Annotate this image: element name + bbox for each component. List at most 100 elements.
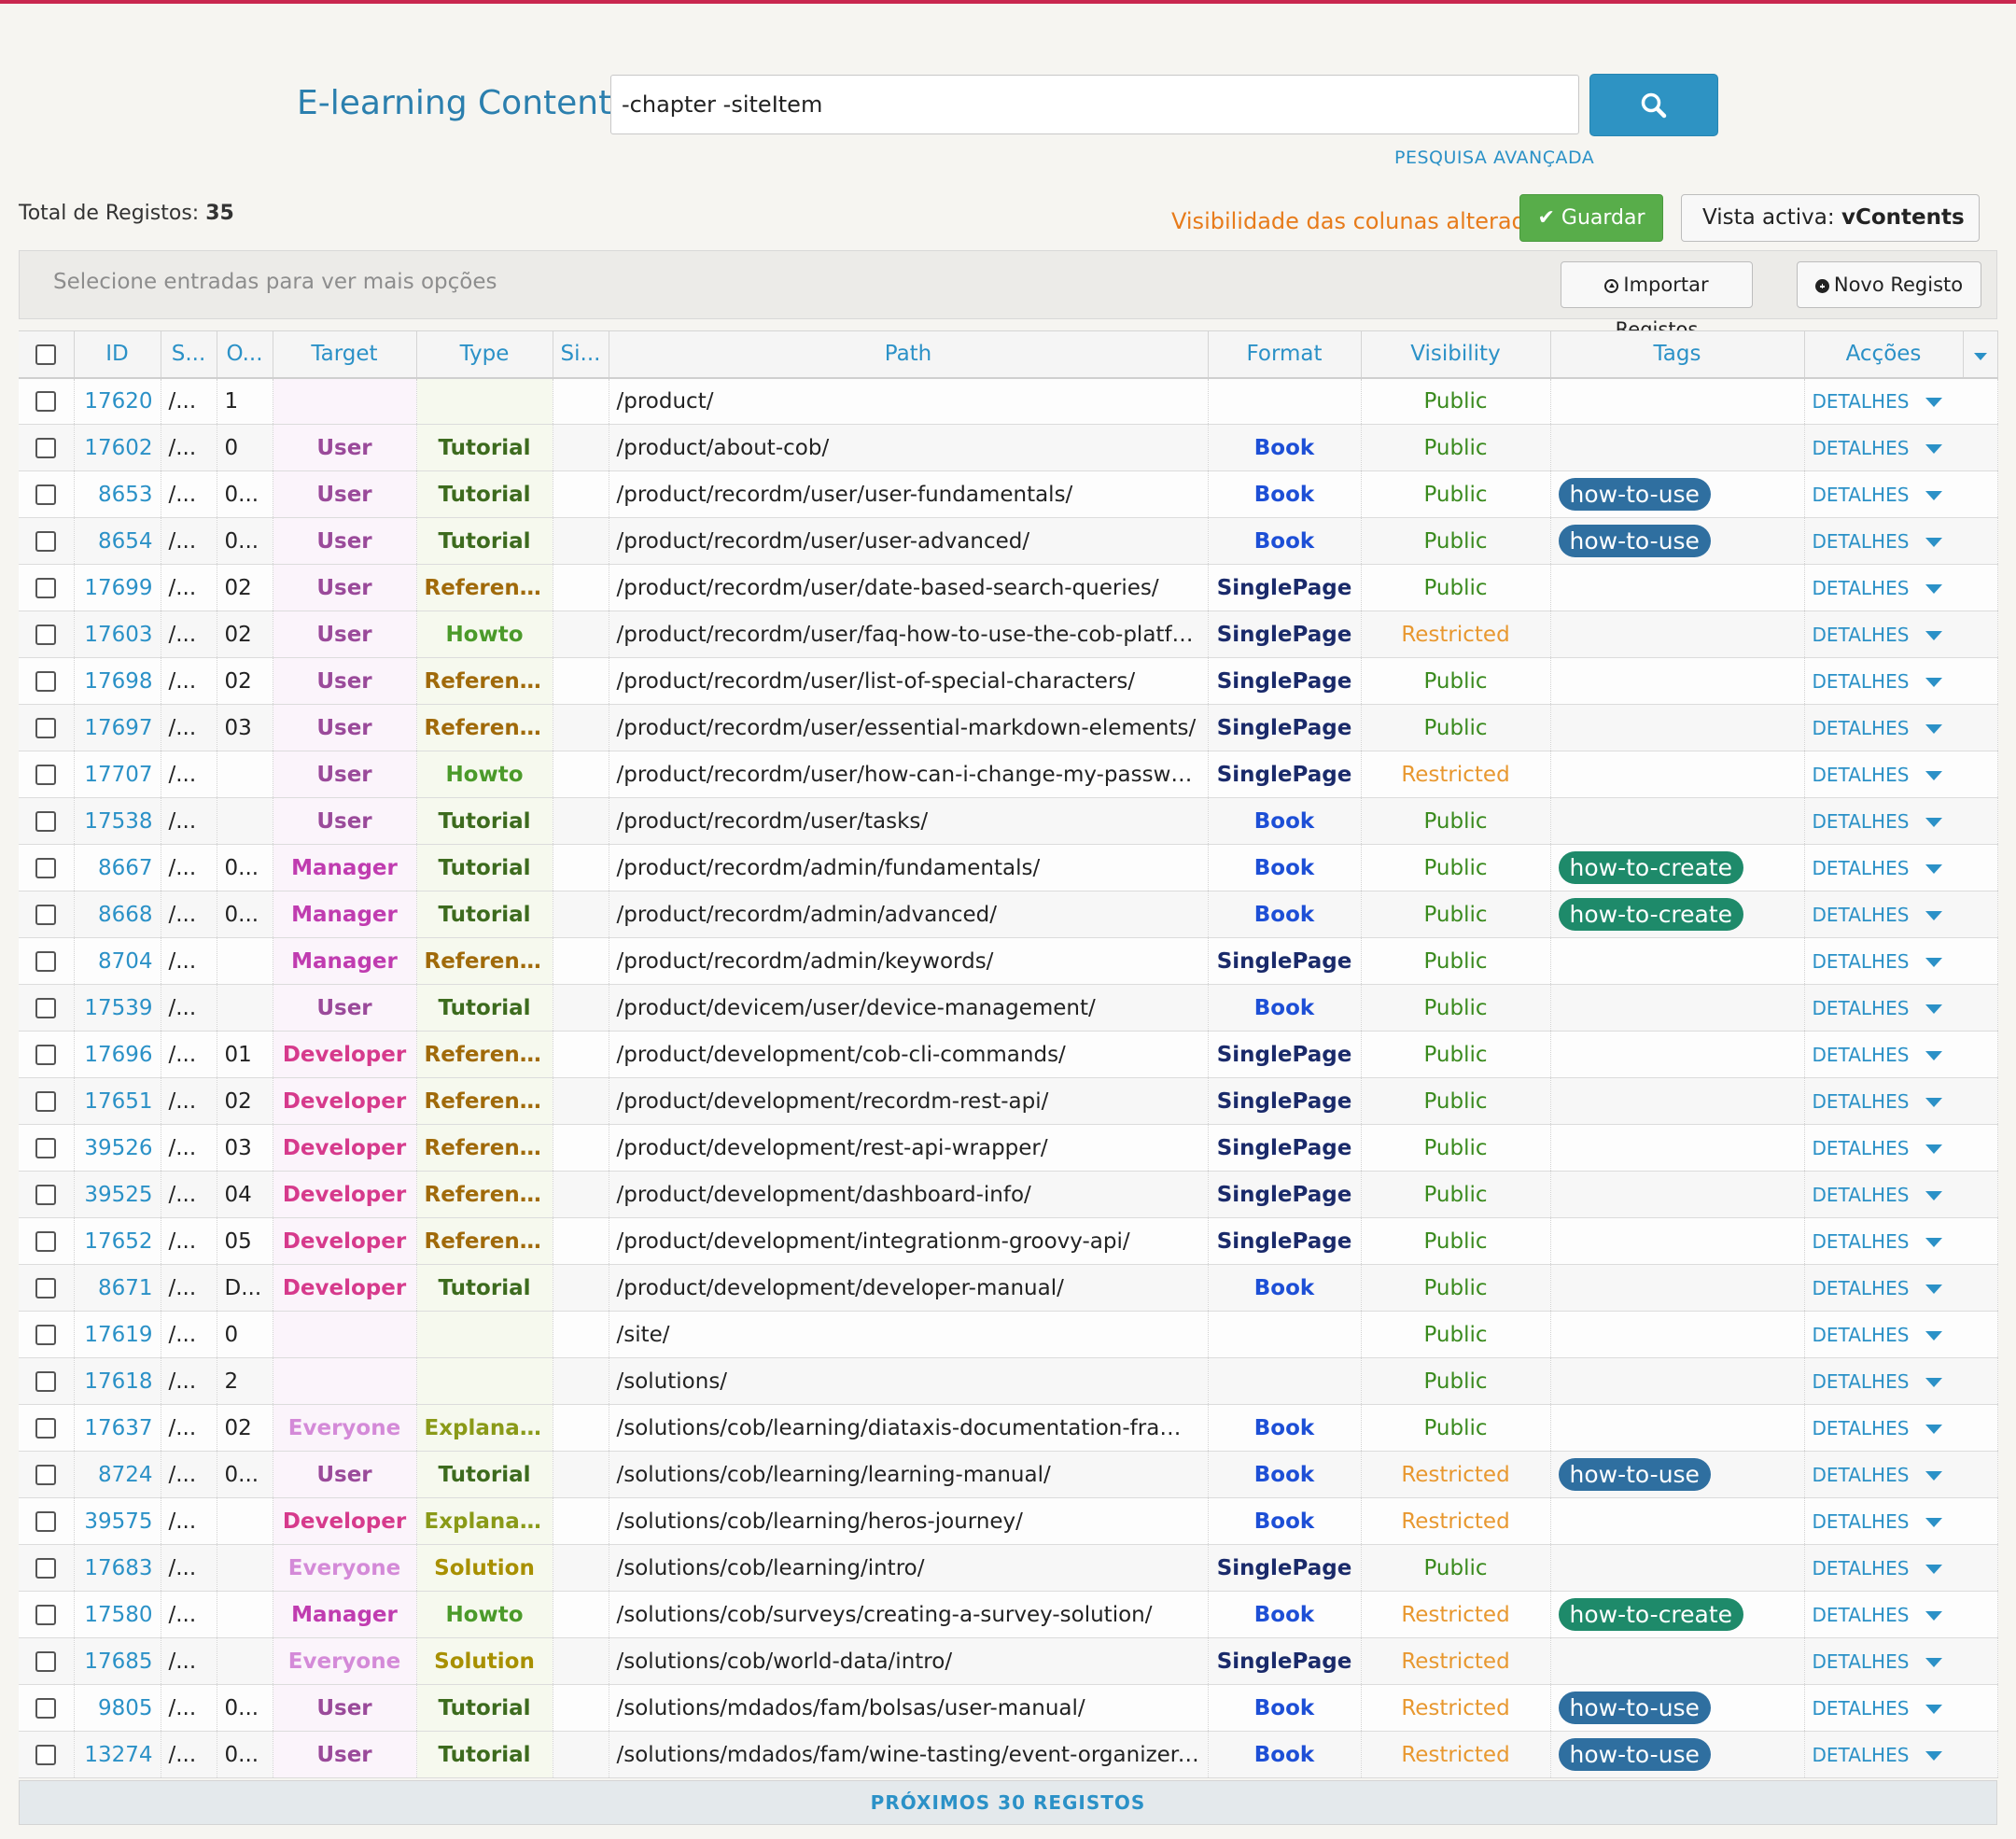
cell-id[interactable]: 8668	[74, 891, 161, 938]
cell-actions[interactable]: DETALHES	[1804, 704, 1998, 751]
cell-actions[interactable]: DETALHES	[1804, 797, 1998, 845]
row-checkbox[interactable]	[35, 1325, 57, 1345]
cell-id[interactable]: 17697	[74, 704, 161, 751]
column-header-format[interactable]: Format	[1208, 330, 1362, 379]
active-view-dropdown[interactable]: Vista activa: vContents	[1681, 194, 1980, 268]
cell-id[interactable]: 8667	[74, 844, 161, 891]
cell-actions[interactable]: DETALHES	[1804, 891, 1998, 938]
chevron-down-icon[interactable]	[1925, 1611, 1943, 1621]
cell-id[interactable]: 8653	[74, 470, 161, 518]
cell-id[interactable]: 17602	[74, 424, 161, 471]
cell-id[interactable]: 8671	[74, 1264, 161, 1312]
cell-id[interactable]: 13274	[74, 1731, 161, 1778]
cell-id[interactable]: 17618	[74, 1357, 161, 1405]
row-checkbox-cell[interactable]	[19, 1637, 75, 1685]
row-checkbox[interactable]	[35, 1745, 57, 1765]
row-checkbox[interactable]	[35, 951, 57, 972]
chevron-down-icon[interactable]	[1925, 491, 1943, 500]
cell-actions[interactable]: DETALHES	[1804, 1311, 1998, 1358]
import-records-button[interactable]: Importar Registos	[1561, 261, 1753, 341]
column-header-tags[interactable]: Tags	[1550, 330, 1805, 379]
chevron-down-icon[interactable]	[1925, 958, 1943, 967]
row-checkbox-cell[interactable]	[19, 1451, 75, 1498]
chevron-down-icon[interactable]	[1925, 911, 1943, 920]
chevron-down-icon[interactable]	[1925, 1004, 1943, 1014]
cell-actions[interactable]: DETALHES	[1804, 1171, 1998, 1218]
cell-id[interactable]: 17683	[74, 1544, 161, 1592]
cell-actions[interactable]: DETALHES	[1804, 1731, 1998, 1778]
details-button[interactable]: DETALHES	[1812, 903, 1910, 926]
tag-badge[interactable]: how-to-create	[1558, 898, 1744, 931]
details-button[interactable]: DETALHES	[1812, 1276, 1910, 1299]
tag-badge[interactable]: how-to-use	[1558, 1458, 1711, 1491]
chevron-down-icon[interactable]	[1925, 538, 1943, 547]
cell-actions[interactable]: DETALHES	[1804, 937, 1998, 985]
row-checkbox[interactable]	[35, 1091, 57, 1112]
cell-id[interactable]: 17696	[74, 1031, 161, 1078]
table-row[interactable]: 17637/...02EveryoneExplanation/solutions…	[19, 1404, 1998, 1452]
row-checkbox-cell[interactable]	[19, 377, 75, 425]
cell-id[interactable]: 17698	[74, 657, 161, 705]
column-header-type[interactable]: Type	[416, 330, 553, 379]
row-checkbox-cell[interactable]	[19, 797, 75, 845]
row-checkbox[interactable]	[35, 858, 57, 878]
details-button[interactable]: DETALHES	[1812, 763, 1910, 786]
table-row[interactable]: 17696/... 01 Developer Reference/product/de…	[19, 1031, 1998, 1078]
details-button[interactable]: DETALHES	[1812, 1416, 1910, 1439]
row-checkbox[interactable]	[35, 718, 57, 738]
cell-actions[interactable]: DETALHES	[1804, 1497, 1998, 1545]
row-checkbox[interactable]	[35, 1465, 57, 1485]
table-row[interactable]: 17620/... 1/product/Public DETALHES	[19, 377, 1998, 425]
row-checkbox-cell[interactable]	[19, 1544, 75, 1592]
table-row[interactable]: 39526/... 03 Developer Reference/product/de…	[19, 1124, 1998, 1172]
table-row[interactable]: 17683/... Everyone Solution/solutions/cob/…	[19, 1544, 1998, 1592]
cell-actions[interactable]: DETALHES	[1804, 1077, 1998, 1125]
cell-id[interactable]: 17652	[74, 1217, 161, 1265]
row-checkbox-cell[interactable]	[19, 1497, 75, 1545]
row-checkbox-cell[interactable]	[19, 517, 75, 565]
table-row[interactable]: 17652/... 05 Developer Reference/product/de…	[19, 1217, 1998, 1265]
column-header-si[interactable]: Si...	[553, 330, 609, 379]
column-menu-button[interactable]	[1963, 330, 1998, 379]
row-checkbox[interactable]	[35, 438, 57, 458]
column-header-id[interactable]: ID	[74, 330, 161, 379]
row-checkbox[interactable]	[35, 1418, 57, 1439]
column-header-o[interactable]: O...	[217, 330, 273, 379]
cell-id[interactable]: 17699	[74, 564, 161, 611]
details-button[interactable]: DETALHES	[1812, 1136, 1910, 1159]
table-row[interactable]: 8667/... 0... Manager Tutorial/product/reco…	[19, 844, 1998, 891]
cell-actions[interactable]: DETALHES	[1804, 517, 1998, 565]
table-row[interactable]: 8668/... 0... Manager Tutorial/product/reco…	[19, 891, 1998, 938]
table-row[interactable]: 17618/... 2/solutions/Public DETALHES	[19, 1357, 1998, 1405]
row-checkbox[interactable]	[35, 1278, 57, 1299]
row-checkbox-cell[interactable]	[19, 984, 75, 1032]
cell-id[interactable]: 17651	[74, 1077, 161, 1125]
cell-actions[interactable]: DETALHES	[1804, 751, 1998, 798]
details-button[interactable]: DETALHES	[1812, 1463, 1910, 1486]
cell-id[interactable]: 17603	[74, 611, 161, 658]
cell-id[interactable]: 39575	[74, 1497, 161, 1545]
chevron-down-icon[interactable]	[1925, 398, 1943, 408]
cell-id[interactable]: 17685	[74, 1637, 161, 1685]
table-row[interactable]: 17603/... 02 User Howto/product/recordm/use…	[19, 611, 1998, 658]
row-checkbox-cell[interactable]	[19, 424, 75, 471]
row-checkbox[interactable]	[35, 531, 57, 552]
row-checkbox[interactable]	[35, 1605, 57, 1625]
row-checkbox-cell[interactable]	[19, 1404, 75, 1452]
details-button[interactable]: DETALHES	[1812, 1743, 1910, 1766]
table-row[interactable]: 9805/... 0... User Tutorial/solutions/mdado…	[19, 1684, 1998, 1732]
tag-badge[interactable]: how-to-use	[1558, 1692, 1711, 1724]
row-checkbox-cell[interactable]	[19, 751, 75, 798]
row-checkbox-cell[interactable]	[19, 704, 75, 751]
cell-actions[interactable]: DETALHES	[1804, 1031, 1998, 1078]
table-row[interactable]: 39525/... 04 Developer Reference/product/de…	[19, 1171, 1998, 1218]
cell-actions[interactable]: DETALHES	[1804, 564, 1998, 611]
table-row[interactable]: 8653/... 0... User Tutorial/product/recordm…	[19, 470, 1998, 518]
cell-actions[interactable]: DETALHES	[1804, 611, 1998, 658]
details-button[interactable]: DETALHES	[1812, 716, 1910, 739]
row-checkbox-cell[interactable]	[19, 1591, 75, 1638]
row-checkbox-cell[interactable]	[19, 844, 75, 891]
table-row[interactable]: 17619/... 0/site/Public DETALHES	[19, 1311, 1998, 1358]
row-checkbox[interactable]	[35, 391, 57, 413]
search-button[interactable]	[1589, 74, 1718, 136]
